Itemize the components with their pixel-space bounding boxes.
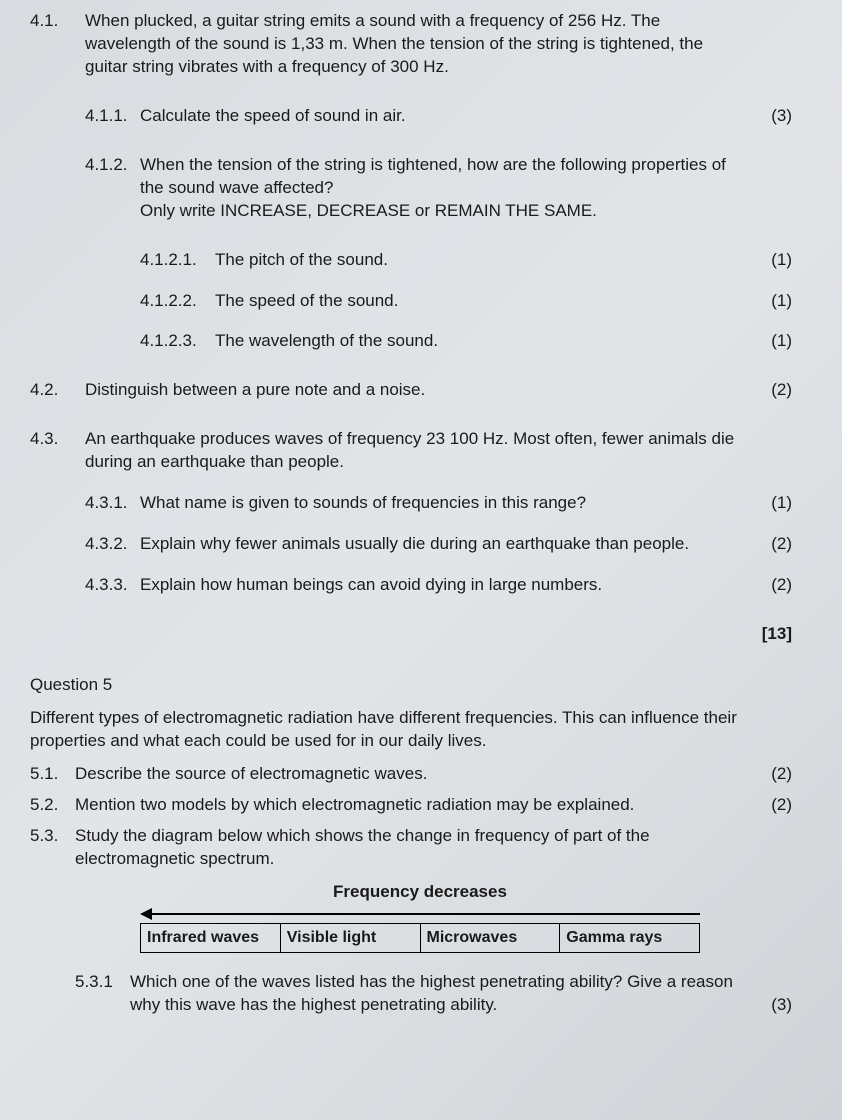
q-num: 4.3.1. bbox=[85, 492, 140, 515]
q-num: 4.3.3. bbox=[85, 574, 140, 597]
q-num: 4.1.2.1. bbox=[140, 249, 215, 272]
marks: (1) bbox=[747, 290, 792, 313]
q-text: The speed of the sound. bbox=[215, 290, 747, 313]
q-4-1-2: 4.1.2. When the tension of the string is… bbox=[30, 154, 792, 223]
q-text: Calculate the speed of sound in air. bbox=[140, 105, 747, 128]
question-5-header: Question 5 bbox=[30, 674, 792, 697]
exam-page: 4.1. When plucked, a guitar string emits… bbox=[0, 0, 842, 1045]
q-text: An earthquake produces waves of frequenc… bbox=[85, 428, 747, 474]
q-text: What name is given to sounds of frequenc… bbox=[140, 492, 747, 515]
q-5-1: 5.1. Describe the source of electromagne… bbox=[30, 763, 792, 786]
marks: (1) bbox=[747, 249, 792, 272]
q-4-2: 4.2. Distinguish between a pure note and… bbox=[30, 379, 792, 402]
q-4-1-2-1: 4.1.2.1. The pitch of the sound. (1) bbox=[30, 249, 792, 272]
q-text: Which one of the waves listed has the hi… bbox=[130, 971, 747, 1017]
q-5-3-1: 5.3.1 Which one of the waves listed has … bbox=[30, 971, 792, 1017]
q-text: Distinguish between a pure note and a no… bbox=[85, 379, 747, 402]
q-text: The wavelength of the sound. bbox=[215, 330, 747, 353]
marks: (2) bbox=[747, 533, 792, 556]
q-text: When the tension of the string is tighte… bbox=[140, 154, 747, 200]
q-num: 4.1. bbox=[30, 10, 85, 33]
marks: (2) bbox=[747, 763, 792, 786]
marks: (3) bbox=[747, 105, 792, 128]
q-num: 4.1.1. bbox=[85, 105, 140, 128]
q-num: 4.1.2. bbox=[85, 154, 140, 177]
q-4-3-3: 4.3.3. Explain how human beings can avoi… bbox=[30, 574, 792, 597]
q-4-1-1: 4.1.1. Calculate the speed of sound in a… bbox=[30, 105, 792, 128]
q-text: The pitch of the sound. bbox=[215, 249, 747, 272]
marks: (2) bbox=[747, 794, 792, 817]
q-4-3: 4.3. An earthquake produces waves of fre… bbox=[30, 428, 792, 474]
diagram-label: Frequency decreases bbox=[140, 881, 700, 904]
q-num: 5.3.1 bbox=[75, 971, 130, 994]
total-marks-q4: [13] bbox=[30, 623, 792, 646]
marks: (2) bbox=[747, 379, 792, 402]
q-text: Describe the source of electromagnetic w… bbox=[75, 763, 747, 786]
arrow-left-icon bbox=[140, 907, 700, 921]
spectrum-boxes: Infrared waves Visible light Microwaves … bbox=[140, 923, 700, 953]
q-text-2: Only write INCREASE, DECREASE or REMAIN … bbox=[140, 200, 747, 223]
marks: (1) bbox=[747, 330, 792, 353]
q-4-1: 4.1. When plucked, a guitar string emits… bbox=[30, 10, 792, 79]
marks: (3) bbox=[747, 994, 792, 1017]
frequency-diagram: Frequency decreases Infrared waves Visib… bbox=[140, 881, 700, 954]
q-num: 4.1.2.3. bbox=[140, 330, 215, 353]
q-text: Explain how human beings can avoid dying… bbox=[140, 574, 747, 597]
q-num: 4.3.2. bbox=[85, 533, 140, 556]
q-4-3-1: 4.3.1. What name is given to sounds of f… bbox=[30, 492, 792, 515]
q-num: 5.2. bbox=[30, 794, 75, 817]
q-text: Study the diagram below which shows the … bbox=[75, 825, 747, 871]
q-text: When plucked, a guitar string emits a so… bbox=[85, 10, 747, 79]
marks: (1) bbox=[747, 492, 792, 515]
q-5-3: 5.3. Study the diagram below which shows… bbox=[30, 825, 792, 871]
spectrum-cell: Infrared waves bbox=[141, 924, 281, 952]
spectrum-cell: Visible light bbox=[281, 924, 421, 952]
q5-intro: Different types of electromagnetic radia… bbox=[30, 707, 792, 753]
q-num: 5.3. bbox=[30, 825, 75, 848]
marks: (2) bbox=[747, 574, 792, 597]
q-num: 4.2. bbox=[30, 379, 85, 402]
spectrum-cell: Microwaves bbox=[421, 924, 561, 952]
q-num: 5.1. bbox=[30, 763, 75, 786]
q-text: Explain why fewer animals usually die du… bbox=[140, 533, 747, 556]
q-4-1-2-3: 4.1.2.3. The wavelength of the sound. (1… bbox=[30, 330, 792, 353]
q-5-2: 5.2. Mention two models by which electro… bbox=[30, 794, 792, 817]
q-num: 4.3. bbox=[30, 428, 85, 451]
q-text: Mention two models by which electromagne… bbox=[75, 794, 747, 817]
q-4-1-2-2: 4.1.2.2. The speed of the sound. (1) bbox=[30, 290, 792, 313]
spectrum-cell: Gamma rays bbox=[560, 924, 699, 952]
q-4-3-2: 4.3.2. Explain why fewer animals usually… bbox=[30, 533, 792, 556]
q-num: 4.1.2.2. bbox=[140, 290, 215, 313]
